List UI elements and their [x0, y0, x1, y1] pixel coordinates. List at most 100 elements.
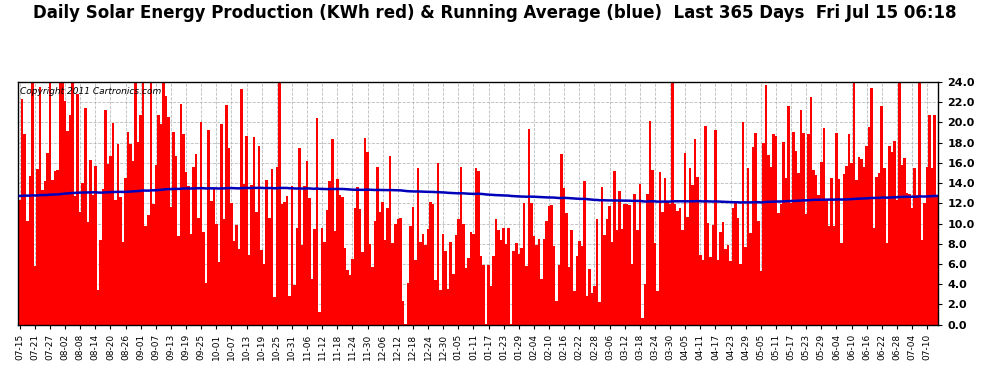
Bar	[185, 172, 187, 325]
Bar	[669, 204, 671, 325]
Bar	[769, 167, 772, 325]
Bar	[419, 242, 422, 325]
Bar	[36, 169, 39, 325]
Bar	[174, 156, 177, 325]
Bar	[823, 128, 825, 325]
Bar	[518, 254, 520, 325]
Bar	[348, 275, 351, 325]
Bar	[810, 98, 813, 325]
Bar	[187, 186, 190, 325]
Bar	[764, 85, 767, 325]
Bar	[192, 166, 195, 325]
Bar	[177, 236, 180, 325]
Bar	[505, 244, 508, 325]
Bar	[308, 198, 311, 325]
Bar	[500, 240, 502, 325]
Bar	[42, 190, 44, 325]
Bar	[442, 234, 445, 325]
Bar	[213, 188, 215, 325]
Bar	[233, 241, 236, 325]
Bar	[464, 268, 467, 325]
Bar	[852, 82, 855, 325]
Text: Copyright 2011 Cartronics.com: Copyright 2011 Cartronics.com	[20, 87, 161, 96]
Bar	[39, 87, 42, 325]
Bar	[780, 204, 782, 325]
Bar	[903, 158, 906, 325]
Bar	[560, 153, 563, 325]
Bar	[293, 285, 296, 325]
Bar	[487, 266, 490, 325]
Bar	[885, 243, 888, 325]
Bar	[250, 185, 252, 325]
Bar	[797, 173, 800, 325]
Bar	[629, 205, 631, 325]
Bar	[258, 146, 260, 325]
Bar	[847, 134, 850, 325]
Bar	[777, 213, 780, 325]
Bar	[936, 196, 939, 325]
Bar	[802, 133, 805, 325]
Bar	[344, 248, 346, 325]
Bar	[446, 289, 449, 325]
Bar	[533, 236, 536, 325]
Bar	[84, 108, 86, 325]
Bar	[795, 151, 797, 325]
Bar	[785, 178, 787, 325]
Bar	[263, 264, 265, 325]
Bar	[490, 286, 492, 325]
Bar	[732, 209, 735, 325]
Bar	[480, 256, 482, 325]
Bar	[321, 228, 324, 325]
Bar	[651, 170, 653, 325]
Bar	[845, 166, 847, 325]
Bar	[210, 201, 213, 325]
Bar	[291, 186, 293, 325]
Bar	[286, 196, 288, 325]
Bar	[707, 224, 709, 325]
Bar	[24, 134, 26, 325]
Bar	[674, 204, 676, 325]
Bar	[563, 188, 565, 325]
Bar	[477, 171, 480, 325]
Bar	[924, 203, 926, 325]
Bar	[934, 115, 936, 325]
Bar	[425, 245, 427, 325]
Bar	[381, 202, 384, 325]
Bar	[162, 83, 164, 325]
Bar	[593, 286, 596, 325]
Bar	[815, 175, 818, 325]
Bar	[636, 230, 639, 325]
Bar	[445, 251, 446, 325]
Bar	[608, 206, 611, 325]
Bar	[818, 195, 820, 325]
Bar	[472, 234, 474, 325]
Bar	[530, 202, 533, 325]
Bar	[205, 283, 208, 325]
Bar	[510, 324, 513, 325]
Bar	[376, 166, 379, 325]
Bar	[457, 219, 459, 325]
Bar	[838, 179, 841, 325]
Bar	[808, 134, 810, 325]
Bar	[358, 209, 361, 325]
Bar	[432, 204, 435, 325]
Bar	[91, 195, 94, 325]
Bar	[149, 82, 152, 325]
Bar	[260, 250, 263, 325]
Bar	[648, 121, 651, 325]
Bar	[601, 187, 603, 325]
Bar	[324, 242, 326, 325]
Bar	[76, 94, 79, 325]
Bar	[69, 115, 71, 325]
Bar	[825, 200, 828, 325]
Bar	[547, 206, 550, 325]
Bar	[754, 133, 757, 325]
Bar	[414, 260, 417, 325]
Bar	[280, 204, 283, 325]
Bar	[342, 197, 344, 325]
Bar	[619, 190, 621, 325]
Bar	[278, 82, 280, 325]
Bar	[841, 243, 842, 325]
Bar	[830, 178, 833, 325]
Bar	[21, 99, 24, 325]
